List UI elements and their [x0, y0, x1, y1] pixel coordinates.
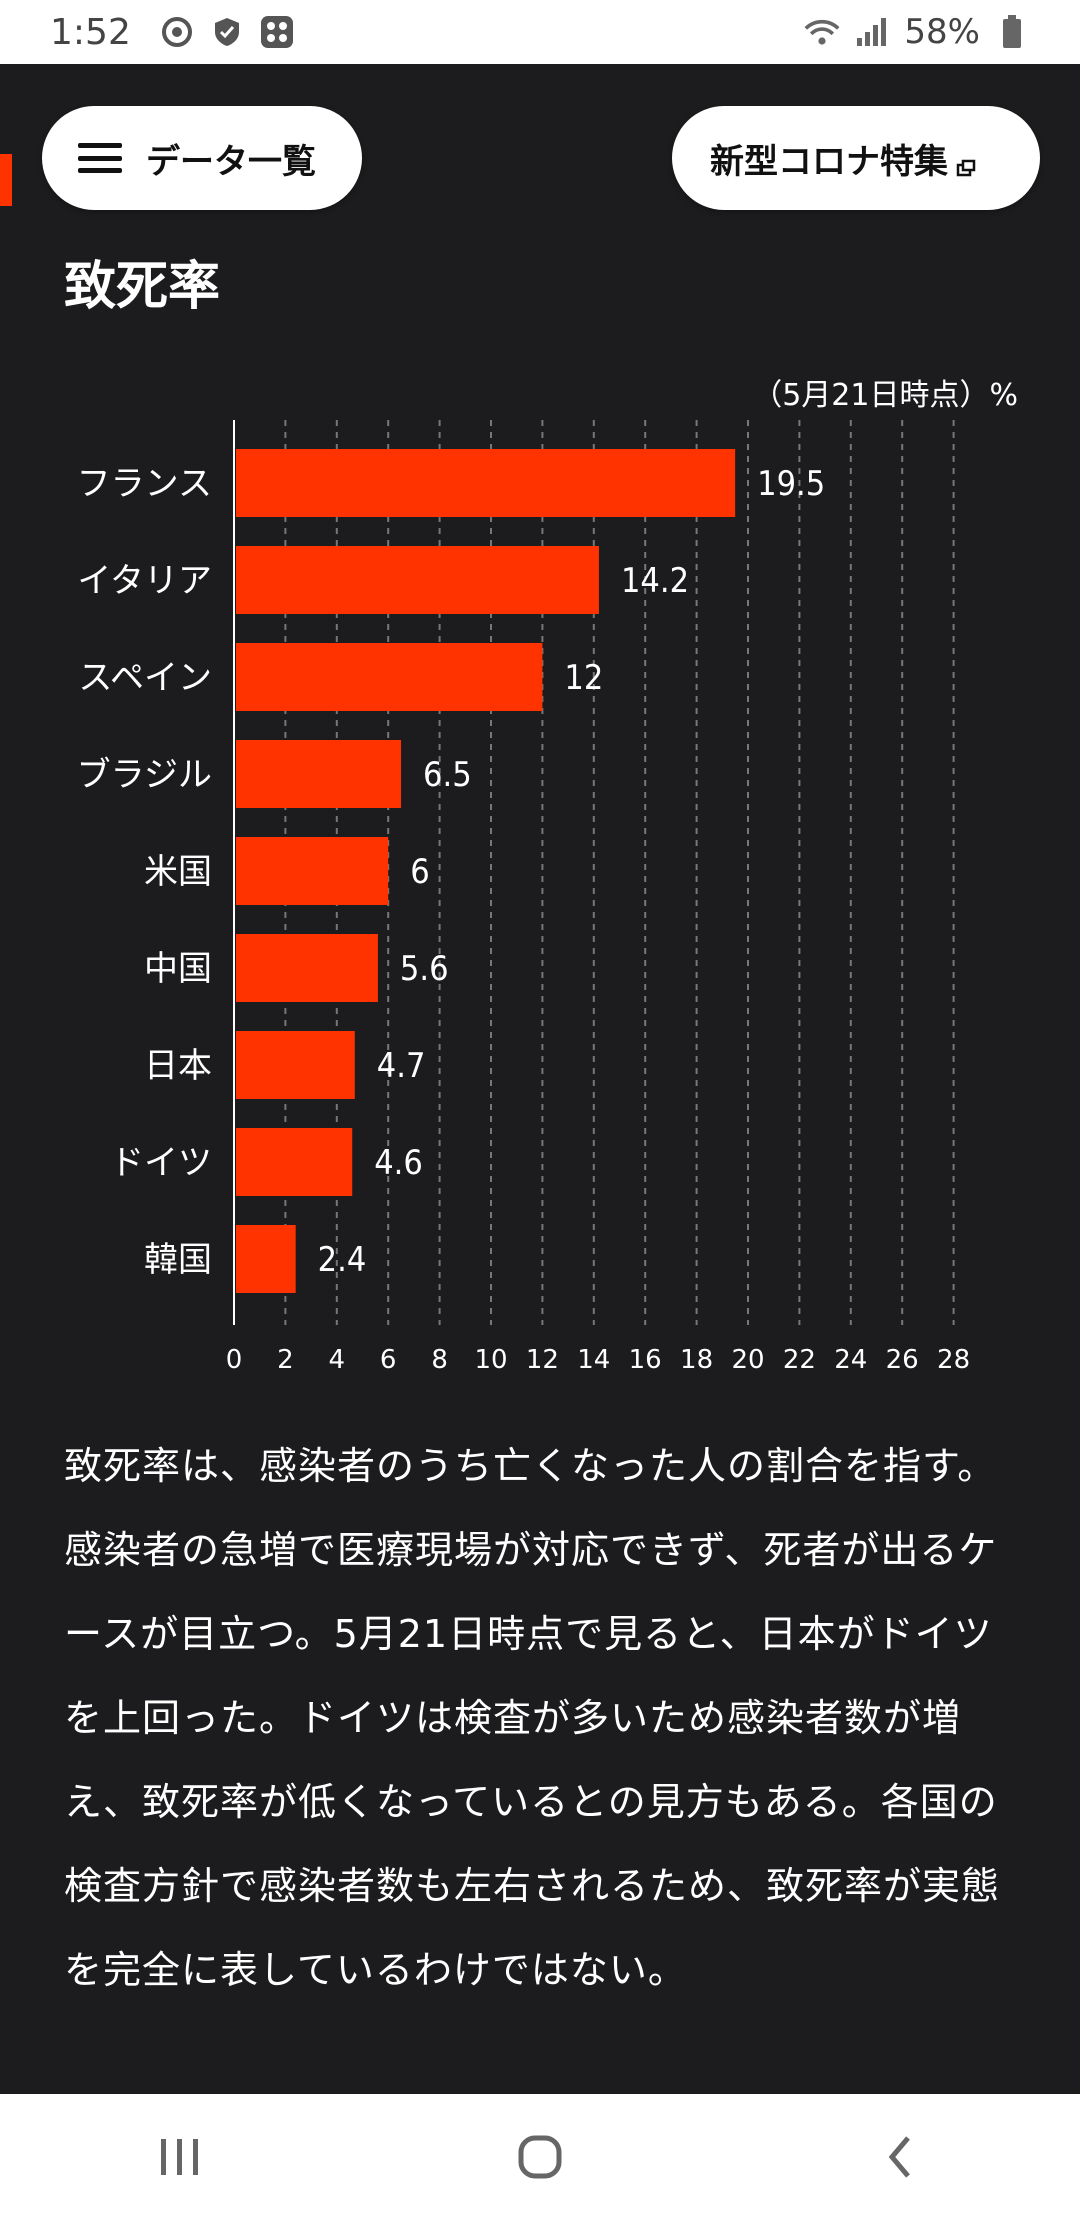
- category-label: 韓国: [144, 1240, 212, 1280]
- description-text: 致死率は、感染者のうち亡くなった人の割合を指す。感染者の急増で医療現場が対応でき…: [64, 1444, 1001, 1992]
- corona-feature-link[interactable]: 新型コロナ特集: [672, 106, 1040, 210]
- status-time: 1:52: [50, 11, 131, 53]
- x-tick-label: 22: [783, 1345, 816, 1375]
- x-tick-label: 2: [277, 1345, 294, 1375]
- value-label: 6.5: [423, 755, 472, 795]
- category-label: ドイツ: [110, 1143, 212, 1183]
- x-tick-label: 26: [886, 1345, 919, 1375]
- apps-icon: [259, 14, 295, 50]
- hamburger-icon: [78, 143, 122, 173]
- bar: [236, 449, 736, 517]
- x-tick-label: 6: [380, 1345, 397, 1375]
- bar: [236, 643, 543, 711]
- category-label: フランス: [77, 464, 212, 504]
- x-tick-label: 8: [431, 1345, 448, 1375]
- home-icon: [518, 2135, 562, 2179]
- battery-percentage: 58%: [904, 12, 980, 52]
- bar: [236, 1031, 355, 1099]
- bar: [236, 1128, 353, 1196]
- value-label: 19.5: [757, 464, 825, 504]
- value-label: 2.4: [318, 1240, 367, 1280]
- bar: [236, 934, 378, 1002]
- x-tick-label: 20: [731, 1345, 764, 1375]
- category-label: スペイン: [78, 658, 212, 698]
- wifi-icon: [804, 14, 840, 50]
- bar: [236, 546, 599, 614]
- fatality-rate-chart: （5月21日時点）% フランス 19.5 イタリア 14.2 スペイン 12 ブラジル 6.5 米…: [77, 378, 1018, 1375]
- chart-annotation: （5月21日時点）%: [752, 378, 1018, 413]
- x-tick-label: 24: [834, 1345, 867, 1375]
- back-icon: [888, 2136, 910, 2178]
- battery-icon: [994, 14, 1030, 50]
- x-tick-label: 0: [226, 1345, 243, 1375]
- x-tick-label: 28: [937, 1345, 970, 1375]
- value-label: 6: [410, 852, 429, 892]
- shield-icon: [209, 14, 245, 50]
- face-unlock-icon: [159, 14, 195, 50]
- category-label: 中国: [144, 949, 212, 989]
- x-tick-label: 16: [629, 1345, 662, 1375]
- signal-icon: [854, 14, 890, 50]
- category-label: 日本: [144, 1046, 212, 1086]
- category-label: イタリア: [77, 561, 212, 601]
- x-tick-label: 14: [577, 1345, 610, 1375]
- recent-apps-button[interactable]: [140, 2117, 220, 2197]
- value-label: 4.6: [374, 1143, 423, 1183]
- external-link-icon: [956, 148, 976, 177]
- x-tick-label: 10: [474, 1345, 507, 1375]
- category-label: 米国: [144, 852, 212, 892]
- home-button[interactable]: [500, 2117, 580, 2197]
- accent-tab: [0, 154, 12, 206]
- value-label: 12: [564, 658, 603, 698]
- category-label: ブラジル: [77, 755, 212, 795]
- corona-feature-label: 新型コロナ特集: [710, 141, 948, 182]
- bar: [236, 740, 402, 808]
- value-label: 14.2: [621, 561, 689, 601]
- page-title: 致死率: [64, 257, 221, 317]
- bar: [236, 1225, 296, 1293]
- data-list-button[interactable]: データ一覧: [42, 106, 362, 210]
- back-button[interactable]: [860, 2117, 940, 2197]
- navigation-bar: [0, 2094, 1080, 2220]
- recent-apps-icon: [161, 2139, 198, 2175]
- x-tick-label: 12: [526, 1345, 559, 1375]
- bar: [236, 837, 389, 905]
- value-label: 4.7: [377, 1046, 426, 1086]
- data-list-label: データ一覧: [146, 141, 316, 182]
- x-tick-label: 18: [680, 1345, 713, 1375]
- status-bar: 1:52 58%: [0, 0, 1080, 64]
- value-label: 5.6: [400, 949, 449, 989]
- x-tick-label: 4: [329, 1345, 346, 1375]
